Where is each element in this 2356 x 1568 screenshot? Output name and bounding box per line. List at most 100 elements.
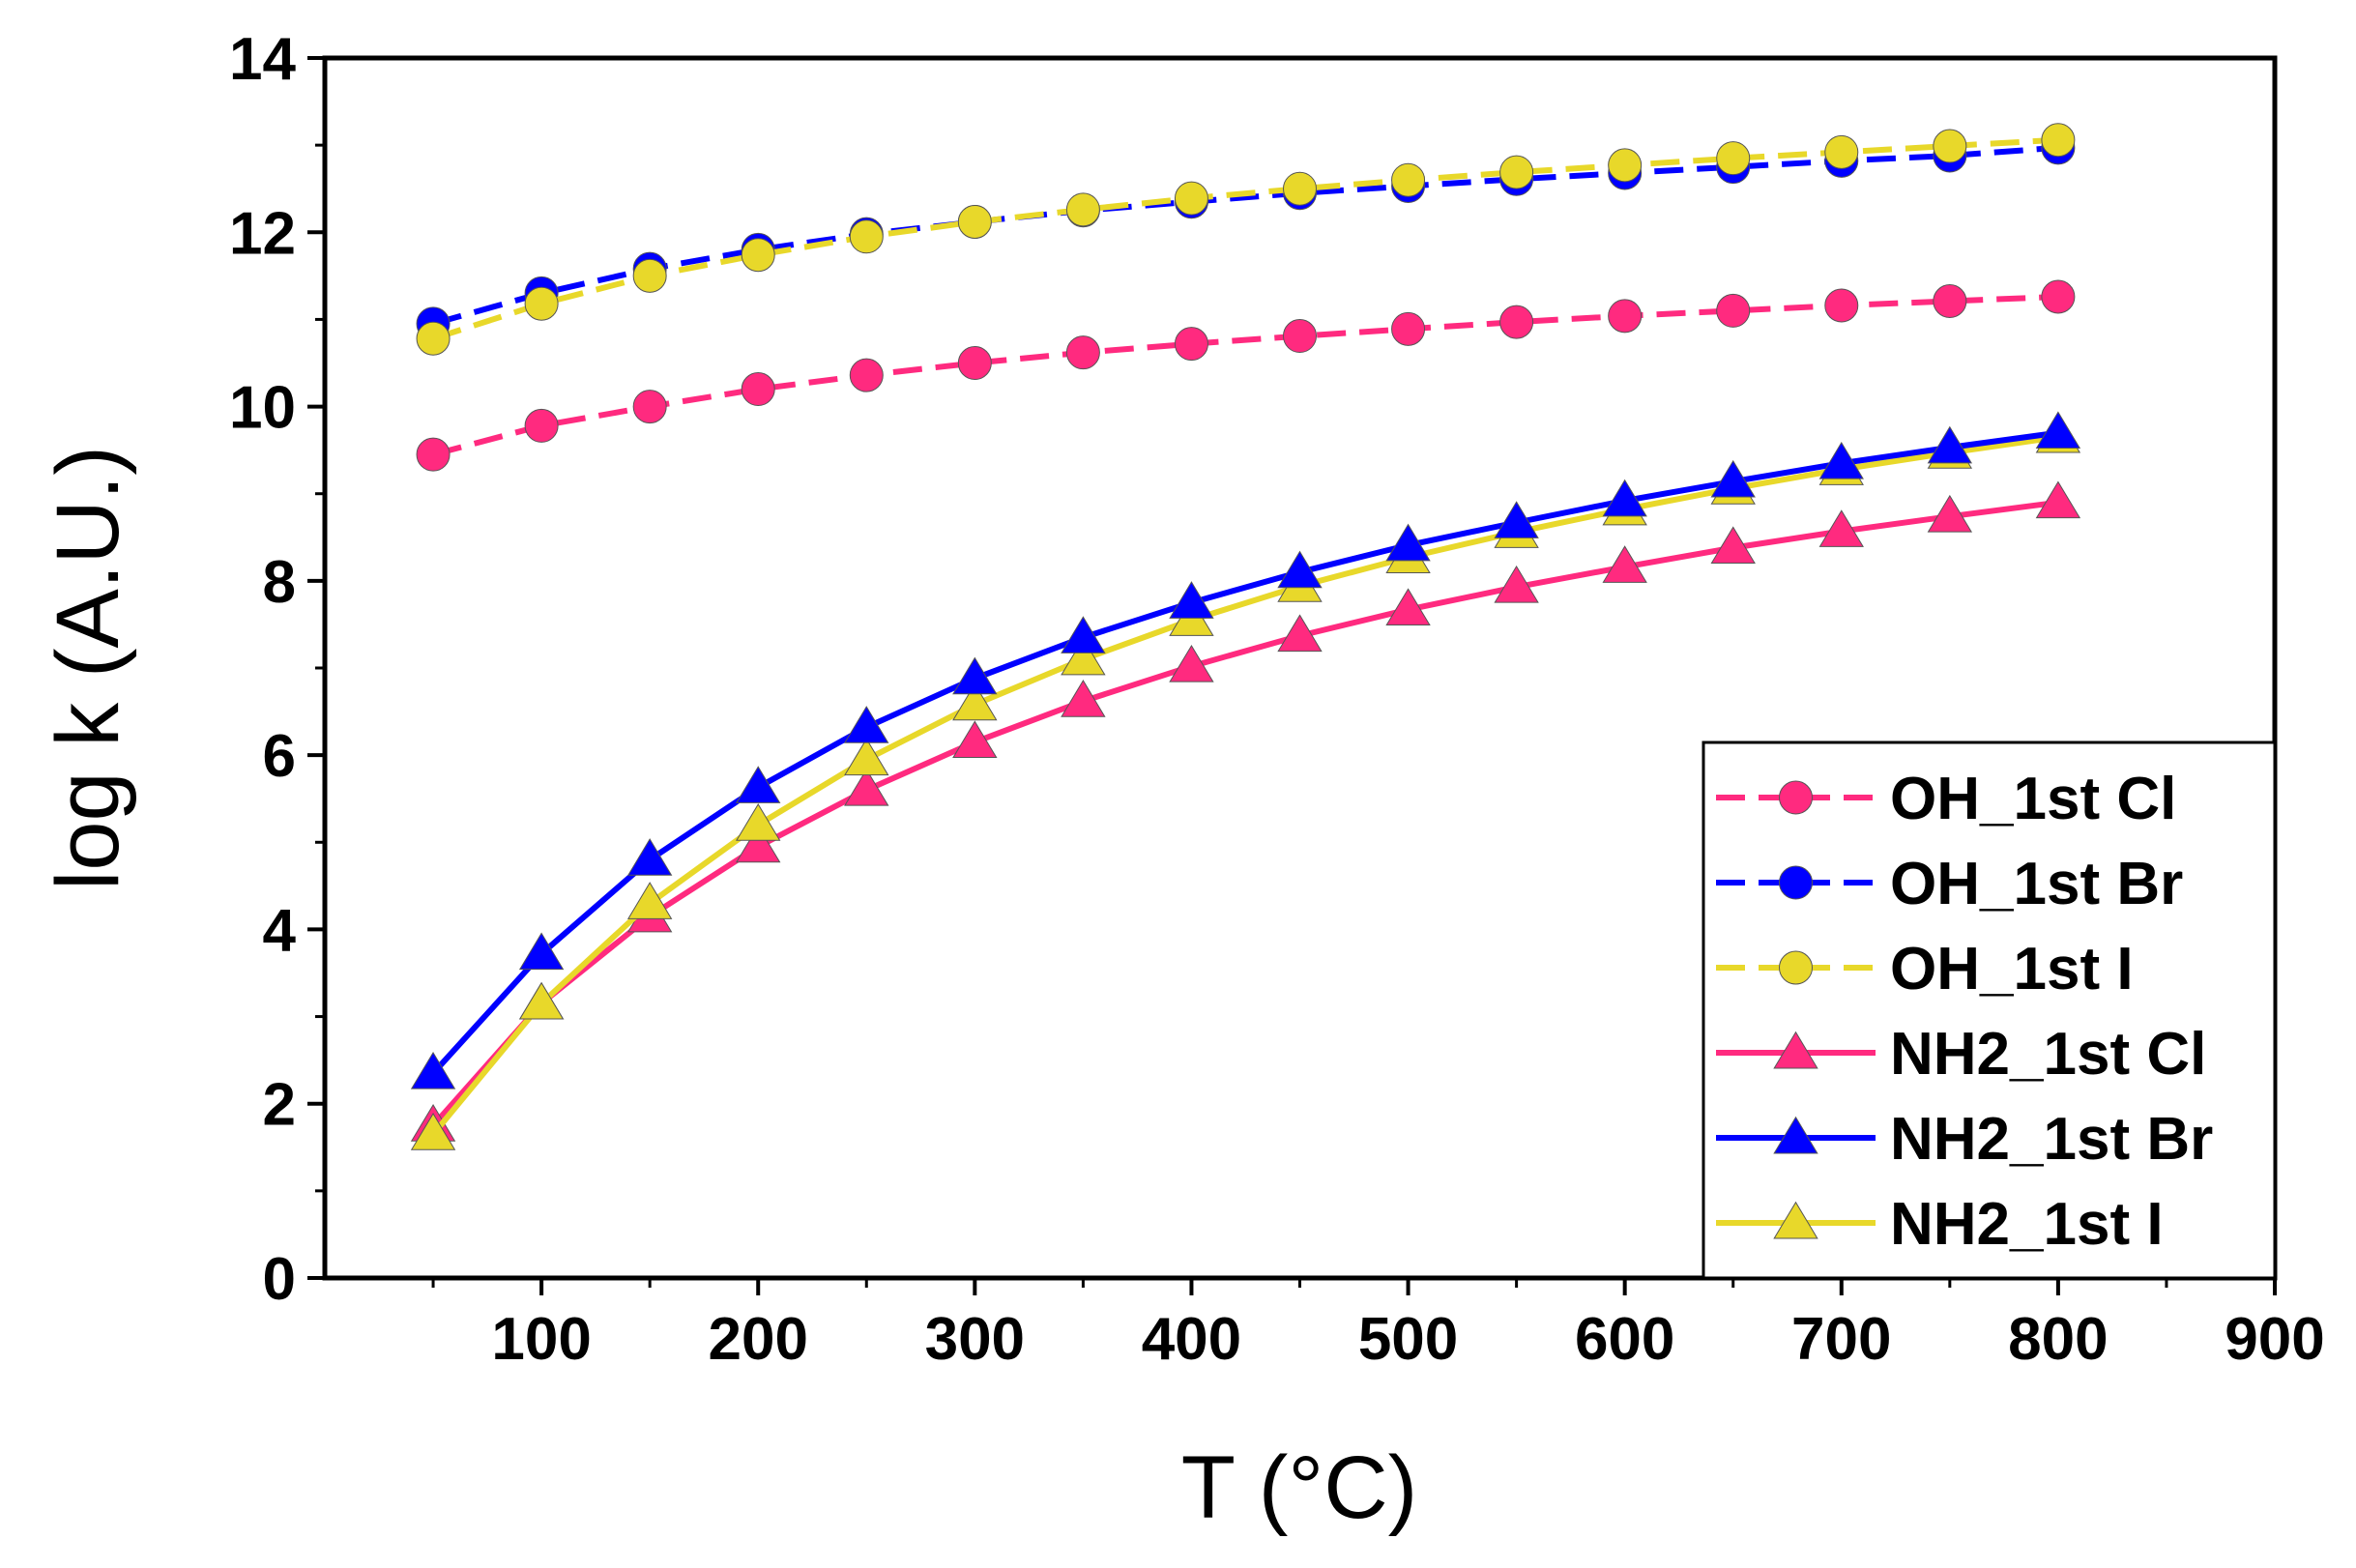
data-point bbox=[1174, 327, 1208, 362]
data-point bbox=[741, 372, 775, 407]
data-point bbox=[524, 408, 559, 443]
data-point bbox=[1933, 129, 1967, 163]
data-point bbox=[1385, 523, 1431, 562]
data-point bbox=[849, 219, 884, 254]
x-tick-label: 100 bbox=[491, 1306, 591, 1373]
data-point bbox=[844, 768, 889, 806]
legend-item: NH2_1st I bbox=[1716, 1191, 2164, 1258]
y-tick-label: 6 bbox=[263, 723, 296, 790]
y-axis-title: log k (A.U.) bbox=[39, 446, 137, 890]
x-tick-label: 900 bbox=[2225, 1306, 2324, 1373]
data-point bbox=[2035, 411, 2081, 450]
data-point bbox=[1391, 311, 1426, 346]
series-nh2-1st-br bbox=[410, 411, 2081, 1089]
data-point bbox=[1499, 155, 1534, 189]
data-point bbox=[1716, 141, 1751, 176]
data-point bbox=[2035, 480, 2081, 519]
data-point bbox=[410, 1113, 456, 1150]
legend-label: NH2_1st I bbox=[1890, 1191, 2164, 1258]
data-point bbox=[1824, 134, 1859, 169]
data-point bbox=[626, 882, 673, 919]
y-tick-label: 2 bbox=[263, 1072, 296, 1139]
data-point bbox=[952, 720, 998, 759]
data-point bbox=[1061, 637, 1106, 676]
data-point bbox=[1773, 1031, 1818, 1069]
data-point bbox=[1602, 545, 1647, 583]
legend-label: NH2_1st Cl bbox=[1890, 1021, 2206, 1088]
data-point bbox=[1277, 550, 1323, 589]
data-point bbox=[1169, 581, 1214, 619]
data-point bbox=[844, 706, 889, 743]
data-point bbox=[1277, 614, 1323, 653]
x-tick-label: 200 bbox=[708, 1306, 807, 1373]
series-line bbox=[430, 429, 2059, 1076]
legend-label: OH_1st Br bbox=[1890, 851, 2183, 917]
legend-item: OH_1st Br bbox=[1716, 851, 2183, 917]
legend-item: OH_1st I bbox=[1716, 936, 2134, 1002]
series-line bbox=[430, 434, 2059, 1137]
data-point bbox=[741, 238, 775, 273]
x-tick-label: 500 bbox=[1358, 1306, 1458, 1373]
data-point bbox=[1927, 425, 1973, 464]
data-point bbox=[952, 656, 998, 695]
y-tick-label: 14 bbox=[229, 26, 296, 93]
series-line bbox=[432, 144, 2059, 327]
x-axis-title: T (°C) bbox=[1181, 1438, 1418, 1537]
data-point bbox=[736, 825, 781, 863]
data-point bbox=[1169, 644, 1214, 682]
data-point bbox=[1716, 293, 1751, 328]
data-point bbox=[1494, 501, 1539, 538]
series-oh-1st-i bbox=[416, 123, 2076, 356]
legend-item: OH_1st Cl bbox=[1716, 766, 2176, 832]
data-point bbox=[1824, 288, 1859, 323]
legend-label: OH_1st Cl bbox=[1890, 766, 2176, 832]
y-tick-label: 4 bbox=[263, 897, 297, 964]
data-point bbox=[1773, 1201, 1818, 1239]
legend-label: NH2_1st Br bbox=[1890, 1106, 2213, 1173]
data-point bbox=[2041, 279, 2076, 314]
data-point bbox=[1608, 148, 1643, 183]
y-axis: 0 2 4 6 8 10 12 14 bbox=[229, 26, 325, 1313]
data-point bbox=[1933, 283, 1967, 318]
series-layer bbox=[410, 123, 2081, 1150]
y-tick-label: 10 bbox=[229, 375, 296, 442]
data-point bbox=[1818, 509, 1864, 547]
data-point bbox=[410, 1051, 456, 1089]
data-point bbox=[416, 437, 451, 472]
y-tick-label: 0 bbox=[263, 1246, 296, 1313]
series-line bbox=[430, 499, 2059, 1128]
data-point bbox=[1927, 494, 1973, 533]
data-point bbox=[1494, 565, 1539, 603]
data-point bbox=[1710, 459, 1756, 498]
data-point bbox=[416, 321, 451, 356]
series-line bbox=[432, 136, 2059, 342]
x-tick-label: 600 bbox=[1575, 1306, 1674, 1373]
legend: OH_1st Cl OH_1st Br OH_1st I NH2_1st Cl NH2_… bbox=[1702, 740, 2277, 1280]
data-point bbox=[518, 981, 565, 1020]
data-point bbox=[1779, 950, 1813, 985]
data-point bbox=[1773, 1116, 1818, 1154]
x-axis: 100 200 300 400 500 600 700 800 900 bbox=[431, 1278, 2325, 1373]
data-point bbox=[957, 204, 992, 239]
data-point bbox=[626, 838, 673, 876]
data-point bbox=[1779, 865, 1813, 900]
x-tick-label: 400 bbox=[1142, 1306, 1241, 1373]
x-tick-label: 800 bbox=[2008, 1306, 2108, 1373]
series-oh-1st-cl bbox=[416, 279, 2076, 472]
data-point bbox=[736, 766, 781, 803]
data-point bbox=[1391, 162, 1426, 197]
data-point bbox=[1283, 171, 1317, 206]
series-line bbox=[432, 294, 2059, 458]
data-point bbox=[1818, 441, 1864, 479]
x-tick-label: 700 bbox=[1791, 1306, 1891, 1373]
data-point bbox=[1065, 335, 1100, 370]
data-point bbox=[2041, 123, 2076, 158]
data-point bbox=[844, 738, 889, 776]
data-point bbox=[952, 682, 998, 721]
data-point bbox=[518, 932, 565, 971]
data-point bbox=[632, 390, 667, 424]
data-point bbox=[1174, 181, 1208, 216]
data-point bbox=[736, 803, 781, 841]
legend-label: OH_1st I bbox=[1890, 936, 2134, 1002]
